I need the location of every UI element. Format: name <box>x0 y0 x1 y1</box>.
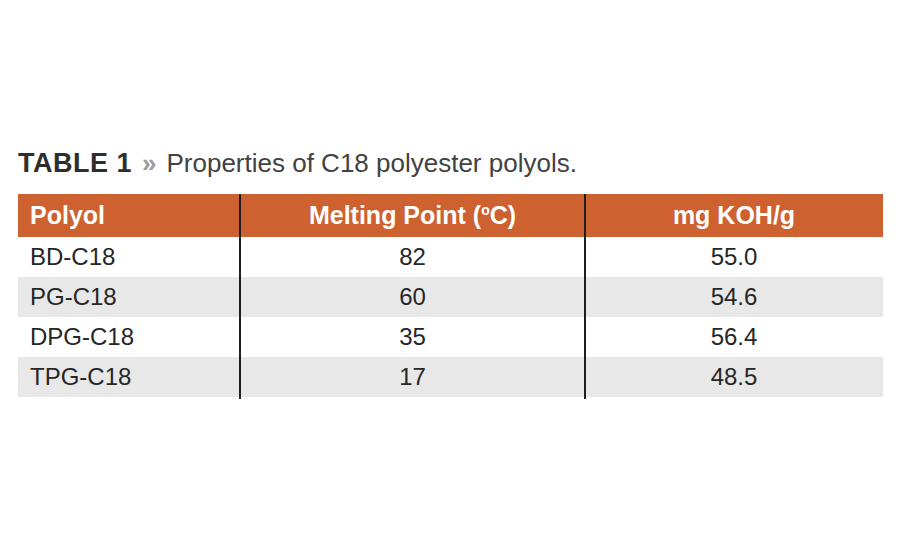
cell-melting-point: 35 <box>240 317 585 357</box>
header-text-suffix: C) <box>490 201 516 229</box>
table-row: DPG-C18 35 56.4 <box>18 317 883 357</box>
table-row: PG-C18 60 54.6 <box>18 277 883 317</box>
cell-polyol: PG-C18 <box>18 277 240 317</box>
double-chevron-right-icon: » <box>142 148 156 179</box>
column-divider <box>584 194 586 399</box>
table-row: BD-C18 82 55.0 <box>18 237 883 277</box>
cell-mg-koh: 56.4 <box>585 317 883 357</box>
table-number-label: TABLE 1 <box>18 148 132 179</box>
degree-superscript: o <box>481 202 490 218</box>
properties-table: Polyol Melting Point (oC) mg KOH/g BD-C1… <box>18 194 883 397</box>
table-row: TPG-C18 17 48.5 <box>18 357 883 397</box>
cell-polyol: DPG-C18 <box>18 317 240 357</box>
column-divider <box>239 194 241 399</box>
cell-mg-koh: 55.0 <box>585 237 883 277</box>
cell-polyol: BD-C18 <box>18 237 240 277</box>
figure-canvas: TABLE 1 » Properties of C18 polyester po… <box>0 0 900 550</box>
header-cell-polyol: Polyol <box>18 194 240 237</box>
cell-mg-koh: 54.6 <box>585 277 883 317</box>
header-cell-melting-point: Melting Point (oC) <box>240 194 585 237</box>
cell-melting-point: 17 <box>240 357 585 397</box>
cell-melting-point: 82 <box>240 237 585 277</box>
header-cell-mg-koh: mg KOH/g <box>585 194 883 237</box>
cell-mg-koh: 48.5 <box>585 357 883 397</box>
caption-text: Properties of C18 polyester polyols. <box>166 148 576 179</box>
table-caption: TABLE 1 » Properties of C18 polyester po… <box>18 148 577 179</box>
cell-polyol: TPG-C18 <box>18 357 240 397</box>
header-text-prefix: Melting Point ( <box>309 201 481 229</box>
cell-melting-point: 60 <box>240 277 585 317</box>
table-header-row: Polyol Melting Point (oC) mg KOH/g <box>18 194 883 237</box>
